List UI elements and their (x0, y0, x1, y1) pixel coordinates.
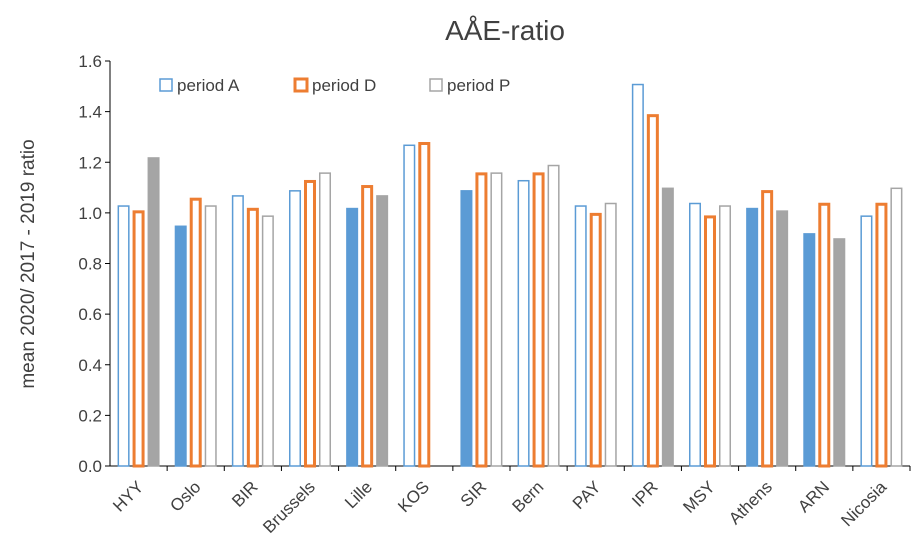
bar-period-d-bir (246, 207, 259, 468)
bar-period-d-sir (475, 172, 488, 468)
bar-period-a-bir (231, 195, 244, 467)
x-tick-label: Nicosia (837, 477, 890, 530)
y-tick-label: 0.2 (78, 406, 102, 425)
x-tick-label: KOS (394, 477, 433, 516)
chart-title: AÅE-ratio (445, 15, 565, 46)
bar-period-d-oslo (189, 197, 202, 468)
bar-period-d-nicosia (875, 202, 888, 468)
y-tick-label: 1.6 (78, 52, 102, 71)
y-tick-label: 1.2 (78, 153, 102, 172)
bar-period-a-ipr (631, 83, 644, 467)
x-tick-label: Lille (341, 477, 376, 512)
bar-period-p-hyy (147, 157, 160, 467)
bar-period-a-arn (803, 233, 816, 467)
x-tick-label: BIR (228, 477, 261, 510)
bar-period-a-msy (689, 202, 701, 467)
bar-period-d-bern (532, 172, 545, 468)
bar-period-d-msy (704, 215, 716, 468)
y-axis-label: mean 2020/ 2017 - 2019 ratio (18, 139, 39, 388)
bar-period-p-pay (604, 202, 617, 467)
bar-period-d-brussels (304, 179, 316, 468)
legend-label: period P (447, 76, 510, 95)
x-tick-label: PAY (569, 477, 605, 513)
bar-period-p-athens (776, 210, 789, 467)
bar-period-a-hyy (117, 205, 130, 467)
x-tick-label: Brussels (259, 477, 319, 537)
bar-period-d-athens (761, 190, 774, 468)
legend-swatch (293, 77, 309, 93)
legend: period A period D period P (159, 76, 510, 95)
bar-period-a-pay (574, 205, 587, 467)
bar-period-a-kos (403, 144, 416, 467)
bar-period-a-sir (460, 190, 473, 467)
plot-area: 0.0 0.2 0.4 0.6 0.8 1.0 1.2 1.4 1.6 HYY Oslo BIRBru… (78, 52, 911, 537)
x-tick-label: IPR (628, 477, 661, 510)
legend-label: period D (312, 76, 376, 95)
bar-period-a-nicosia (860, 215, 873, 467)
bar-period-p-oslo (204, 205, 217, 467)
bar-period-p-sir (490, 172, 503, 467)
bar-period-a-brussels (289, 190, 301, 467)
legend-swatch (429, 78, 443, 92)
bar-period-p-ipr (661, 187, 674, 467)
bar-period-p-arn (833, 238, 846, 467)
bar-period-d-kos (418, 142, 431, 468)
bar-period-a-oslo (174, 225, 187, 467)
bar-period-p-bern (547, 164, 560, 467)
y-tick-label: 0.4 (78, 356, 102, 375)
y-tick-label: 0.8 (78, 255, 102, 274)
bar-period-d-lille (361, 185, 374, 468)
x-tick-label: ARN (794, 477, 833, 516)
bar-period-p-lille (376, 195, 389, 467)
y-tick-label: 0.0 (78, 457, 102, 476)
bar-period-p-brussels (319, 172, 331, 467)
legend-label: period A (177, 76, 240, 95)
x-tick-label: Bern (509, 477, 548, 516)
x-tick-label: SIR (457, 477, 490, 510)
bar-period-p-bir (261, 215, 274, 467)
bar-period-d-pay (589, 212, 602, 468)
x-tick-label: Athens (725, 477, 776, 528)
legend-swatch (159, 78, 173, 92)
bar-period-a-athens (746, 207, 759, 467)
bar-period-d-arn (818, 202, 831, 468)
x-tick-label: MSY (679, 477, 718, 516)
y-tick-label: 0.6 (78, 305, 102, 324)
bar-period-a-bern (517, 179, 530, 467)
bar-period-d-ipr (646, 114, 659, 468)
y-tick-label: 1.0 (78, 204, 102, 223)
x-tick-label: Oslo (166, 477, 204, 515)
bar-period-d-hyy (132, 210, 145, 468)
y-tick-label: 1.4 (78, 103, 102, 122)
x-tick-label: HYY (109, 477, 147, 515)
bar-period-p-msy (719, 205, 731, 467)
bar-period-a-lille (346, 207, 359, 467)
bar-period-p-nicosia (890, 187, 903, 467)
